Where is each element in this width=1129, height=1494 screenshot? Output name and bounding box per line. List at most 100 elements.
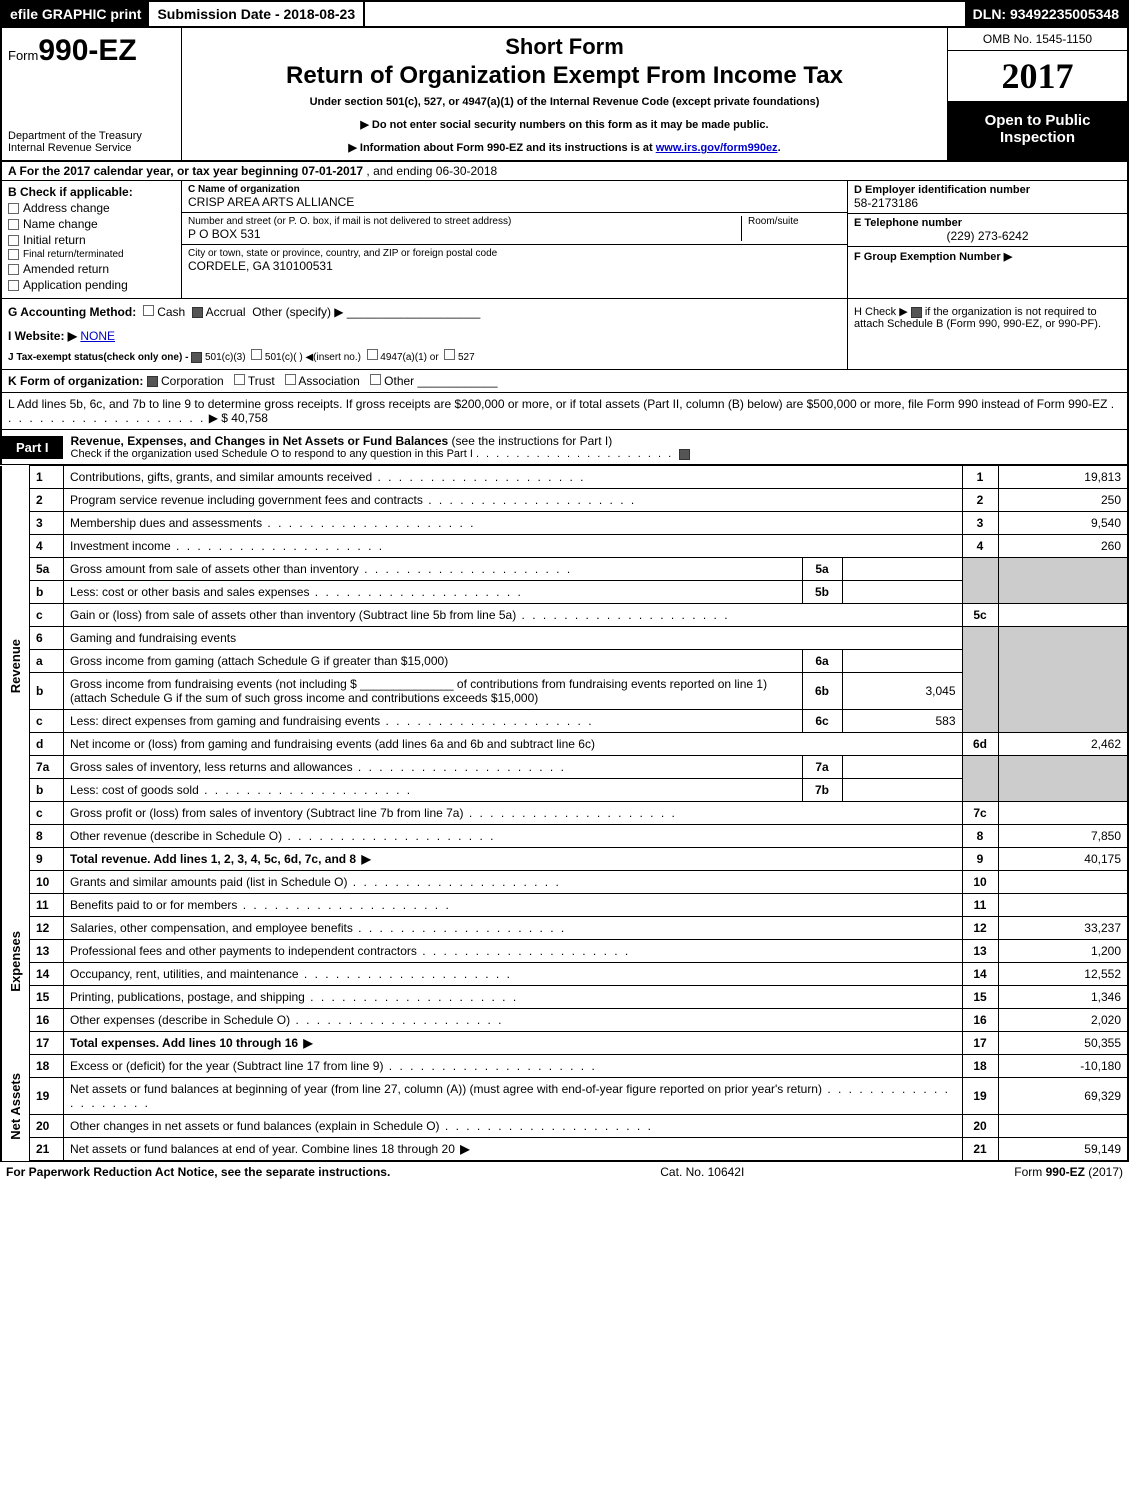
dept-irs: Internal Revenue Service bbox=[8, 142, 175, 154]
c-addr-label: Number and street (or P. O. box, if mail… bbox=[188, 216, 741, 227]
part1-title-paren: (see the instructions for Part I) bbox=[452, 434, 613, 448]
line-amount: 250 bbox=[998, 489, 1128, 512]
dots-icon bbox=[171, 539, 384, 553]
form-note-2: ▶ Information about Form 990-EZ and its … bbox=[190, 141, 939, 154]
line-box: 1 bbox=[962, 466, 998, 489]
header-mid: Short Form Return of Organization Exempt… bbox=[182, 28, 947, 160]
l-text: L Add lines 5b, 6c, and 7b to line 9 to … bbox=[8, 397, 1107, 411]
desc-text: Less: cost of goods sold bbox=[70, 783, 199, 797]
line-desc: Gross amount from sale of assets other t… bbox=[64, 558, 803, 581]
line-box: 14 bbox=[962, 963, 998, 986]
form-number: Form990-EZ bbox=[8, 34, 175, 68]
line-num: 10 bbox=[30, 871, 64, 894]
checkbox-icon bbox=[8, 235, 19, 246]
footer-mid: Cat. No. 10642I bbox=[660, 1165, 744, 1179]
chk-final-return[interactable]: Final return/terminated bbox=[8, 249, 175, 260]
chk-schedule-o[interactable] bbox=[679, 449, 690, 460]
line-num: 15 bbox=[30, 986, 64, 1009]
section-a: A For the 2017 calendar year, or tax yea… bbox=[0, 162, 1129, 181]
desc-text: Gain or (loss) from sale of assets other… bbox=[70, 608, 516, 622]
dots-icon bbox=[440, 1119, 653, 1133]
arrow-icon bbox=[298, 1036, 315, 1050]
header-left: Form990-EZ Department of the Treasury In… bbox=[2, 28, 182, 160]
chk-527[interactable] bbox=[444, 349, 455, 360]
org-address: P O BOX 531 bbox=[188, 227, 741, 241]
desc-text: Gross sales of inventory, less returns a… bbox=[70, 760, 353, 774]
chk-4947[interactable] bbox=[367, 349, 378, 360]
line-box: 18 bbox=[962, 1055, 998, 1078]
line-num: 21 bbox=[30, 1138, 64, 1161]
side-revenue: Revenue bbox=[1, 466, 30, 871]
sub-value bbox=[842, 650, 962, 673]
desc-text: Contributions, gifts, grants, and simila… bbox=[70, 470, 372, 484]
chk-address-change[interactable]: Address change bbox=[8, 201, 175, 215]
footer-form-prefix: Form bbox=[1014, 1165, 1045, 1179]
line-num: c bbox=[30, 710, 64, 733]
open-to-public: Open to Public Inspection bbox=[948, 102, 1127, 160]
line-num: 4 bbox=[30, 535, 64, 558]
line-num: 20 bbox=[30, 1115, 64, 1138]
d-cell: D Employer identification number 58-2173… bbox=[848, 181, 1127, 214]
label-application-pending: Application pending bbox=[23, 278, 128, 292]
chk-amended-return[interactable]: Amended return bbox=[8, 262, 175, 276]
chk-trust[interactable] bbox=[234, 374, 245, 385]
chk-other-org[interactable] bbox=[370, 374, 381, 385]
chk-schedule-b[interactable] bbox=[911, 307, 922, 318]
irs-link[interactable]: www.irs.gov/form990ez bbox=[656, 142, 778, 154]
c-name-cell: C Name of organization CRISP AREA ARTS A… bbox=[182, 181, 847, 213]
dots-icon bbox=[417, 944, 630, 958]
dots-icon bbox=[262, 516, 475, 530]
table-row: 17 Total expenses. Add lines 10 through … bbox=[1, 1032, 1128, 1055]
grey-amt bbox=[998, 627, 1128, 733]
room-suite-label: Room/suite bbox=[748, 216, 841, 227]
chk-501c[interactable] bbox=[251, 349, 262, 360]
line-amount: 260 bbox=[998, 535, 1128, 558]
dots-icon bbox=[463, 806, 676, 820]
label-address-change: Address change bbox=[23, 201, 110, 215]
chk-501c3[interactable] bbox=[191, 352, 202, 363]
line-box: 10 bbox=[962, 871, 998, 894]
checkbox-icon bbox=[8, 264, 19, 275]
line-amount: 7,850 bbox=[998, 825, 1128, 848]
j-label: J Tax-exempt status(check only one) - bbox=[8, 352, 191, 363]
label-501c: 501(c)( ) ◀(insert no.) bbox=[265, 352, 361, 363]
dots-icon bbox=[423, 493, 636, 507]
table-row: a Gross income from gaming (attach Sched… bbox=[1, 650, 1128, 673]
submission-date: Submission Date - 2018-08-23 bbox=[149, 2, 365, 26]
table-row: 3 Membership dues and assessments 3 9,54… bbox=[1, 512, 1128, 535]
section-c: C Name of organization CRISP AREA ARTS A… bbox=[182, 181, 847, 298]
line-num: 11 bbox=[30, 894, 64, 917]
chk-accrual[interactable] bbox=[192, 307, 203, 318]
arrow-icon bbox=[455, 1142, 472, 1156]
chk-initial-return[interactable]: Initial return bbox=[8, 233, 175, 247]
table-row: 6 Gaming and fundraising events bbox=[1, 627, 1128, 650]
sub-value bbox=[842, 756, 962, 779]
chk-cash[interactable] bbox=[143, 305, 154, 316]
line-box: 3 bbox=[962, 512, 998, 535]
desc-text: Benefits paid to or for members bbox=[70, 898, 237, 912]
dots-icon bbox=[383, 1059, 596, 1073]
sub-box: 6a bbox=[802, 650, 842, 673]
line-box: 21 bbox=[962, 1138, 998, 1161]
chk-application-pending[interactable]: Application pending bbox=[8, 278, 175, 292]
dots-icon bbox=[290, 1013, 503, 1027]
dots-icon bbox=[237, 898, 450, 912]
part1-tab: Part I bbox=[2, 436, 63, 459]
g-label: G Accounting Method: bbox=[8, 305, 136, 319]
section-g: G Accounting Method: Cash Accrual Other … bbox=[2, 299, 847, 369]
open-line-2: Inspection bbox=[952, 129, 1123, 146]
line-box: 11 bbox=[962, 894, 998, 917]
chk-association[interactable] bbox=[285, 374, 296, 385]
section-l: L Add lines 5b, 6c, and 7b to line 9 to … bbox=[0, 393, 1129, 430]
checkbox-icon bbox=[8, 219, 19, 230]
line-num: 14 bbox=[30, 963, 64, 986]
line-desc: Printing, publications, postage, and shi… bbox=[64, 986, 963, 1009]
line-desc: Excess or (deficit) for the year (Subtra… bbox=[64, 1055, 963, 1078]
chk-corporation[interactable] bbox=[147, 376, 158, 387]
website-link[interactable]: NONE bbox=[80, 329, 115, 343]
chk-name-change[interactable]: Name change bbox=[8, 217, 175, 231]
line-amount bbox=[998, 802, 1128, 825]
k-label: K Form of organization: bbox=[8, 374, 147, 388]
e-cell: E Telephone number (229) 273-6242 bbox=[848, 214, 1127, 247]
form-subtitle: Under section 501(c), 527, or 4947(a)(1)… bbox=[190, 96, 939, 108]
